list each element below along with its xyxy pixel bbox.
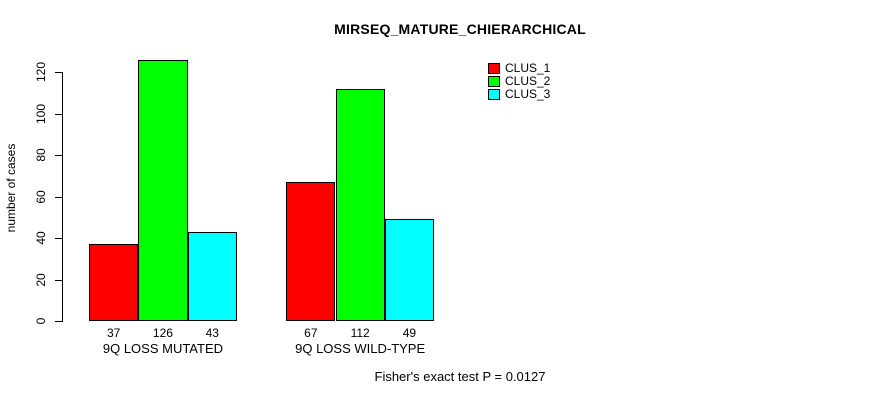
chart-title: MIRSEQ_MATURE_CHIERARCHICAL bbox=[334, 21, 586, 37]
legend-swatch-icon bbox=[488, 62, 500, 74]
y-axis-line bbox=[62, 72, 63, 322]
bar-clus_1-1 bbox=[89, 244, 139, 321]
bar-value-label: 126 bbox=[152, 326, 173, 340]
y-axis-tick-label: 40 bbox=[34, 231, 48, 245]
bar-value-label: 49 bbox=[402, 326, 417, 340]
chart-legend: CLUS_1 CLUS_2 CLUS_3 bbox=[488, 62, 550, 100]
x-axis-group-label: 9Q LOSS WILD-TYPE bbox=[295, 341, 426, 356]
footnote-text: Fisher's exact test P = 0.0127 bbox=[374, 369, 546, 384]
y-axis-tick bbox=[55, 321, 62, 322]
bar-clus_2-1 bbox=[138, 59, 188, 321]
y-axis-tick-label: 120 bbox=[34, 61, 48, 83]
bar-clus_1-2 bbox=[286, 181, 336, 321]
legend-item-clus_2: CLUS_2 bbox=[488, 75, 550, 87]
legend-item-clus_1: CLUS_1 bbox=[488, 62, 550, 74]
y-axis-tick-label: 60 bbox=[34, 189, 48, 204]
bar-value-label: 112 bbox=[350, 326, 370, 340]
y-axis-tick-label: 80 bbox=[34, 148, 48, 162]
legend-swatch-icon bbox=[488, 75, 500, 87]
bar-clus_3-2 bbox=[384, 219, 435, 321]
legend-label: CLUS_2 bbox=[505, 74, 551, 88]
x-axis-group-label: 9Q LOSS MUTATED bbox=[102, 341, 224, 356]
y-axis-tick bbox=[55, 72, 62, 73]
bar-value-label: 43 bbox=[205, 326, 219, 340]
y-axis-label: number of cases bbox=[4, 143, 18, 233]
bar-value-label: 67 bbox=[304, 326, 318, 340]
legend-label: CLUS_3 bbox=[505, 87, 551, 101]
y-axis-tick-label: 0 bbox=[34, 317, 48, 325]
bar-clus_3-1 bbox=[187, 231, 237, 321]
y-axis-tick-label: 100 bbox=[34, 103, 48, 124]
y-axis-tick-label: 20 bbox=[34, 272, 48, 287]
bar-clus_2-2 bbox=[335, 88, 385, 321]
y-axis-tick bbox=[55, 238, 62, 239]
y-axis-tick bbox=[55, 196, 62, 198]
y-axis-tick bbox=[55, 113, 62, 115]
legend-label: CLUS_1 bbox=[505, 61, 551, 75]
legend-swatch-icon bbox=[488, 88, 500, 100]
bar-value-label: 37 bbox=[106, 326, 121, 340]
y-axis-tick bbox=[55, 279, 62, 281]
legend-item-clus_3: CLUS_3 bbox=[488, 88, 550, 100]
y-axis-tick bbox=[55, 155, 62, 156]
